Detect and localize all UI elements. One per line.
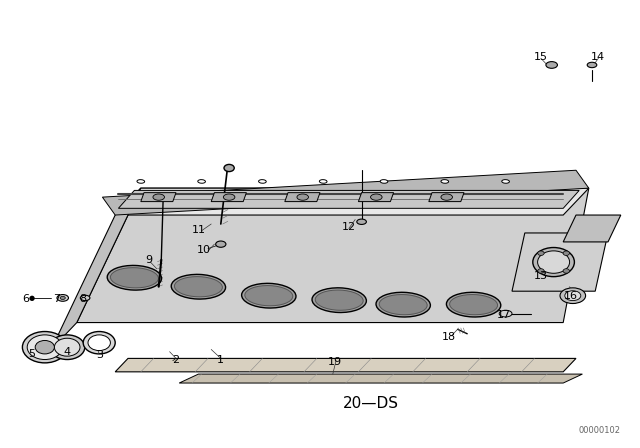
- Ellipse shape: [380, 180, 388, 183]
- Polygon shape: [211, 193, 246, 202]
- Ellipse shape: [57, 295, 68, 302]
- Polygon shape: [115, 188, 589, 215]
- Ellipse shape: [447, 292, 500, 317]
- Ellipse shape: [441, 194, 452, 200]
- Ellipse shape: [223, 194, 235, 200]
- Ellipse shape: [83, 332, 115, 354]
- Text: 13: 13: [534, 271, 548, 280]
- Ellipse shape: [35, 340, 54, 354]
- Polygon shape: [512, 233, 608, 291]
- Ellipse shape: [538, 251, 570, 273]
- Polygon shape: [102, 170, 589, 215]
- Ellipse shape: [153, 194, 164, 200]
- Text: 17: 17: [497, 310, 511, 320]
- Ellipse shape: [376, 292, 430, 317]
- Ellipse shape: [380, 294, 427, 315]
- Text: 00000102: 00000102: [579, 426, 621, 435]
- Text: 3: 3: [96, 350, 102, 360]
- Ellipse shape: [371, 194, 382, 200]
- Ellipse shape: [441, 180, 449, 183]
- Ellipse shape: [499, 310, 512, 317]
- Text: 4: 4: [63, 347, 71, 357]
- Ellipse shape: [22, 332, 67, 363]
- Ellipse shape: [224, 164, 234, 172]
- Ellipse shape: [172, 274, 225, 299]
- Circle shape: [563, 269, 570, 273]
- Circle shape: [563, 251, 570, 255]
- Text: 8: 8: [79, 294, 87, 304]
- Text: 7: 7: [52, 294, 60, 304]
- Ellipse shape: [319, 180, 327, 183]
- Circle shape: [538, 269, 544, 273]
- Text: 16: 16: [564, 291, 578, 301]
- Ellipse shape: [502, 180, 509, 183]
- Ellipse shape: [28, 335, 63, 359]
- Text: 9: 9: [145, 255, 153, 265]
- Polygon shape: [51, 188, 141, 349]
- Ellipse shape: [312, 288, 366, 313]
- Ellipse shape: [533, 247, 575, 277]
- Ellipse shape: [175, 276, 222, 297]
- Text: 12: 12: [342, 222, 356, 232]
- Polygon shape: [179, 374, 582, 383]
- Ellipse shape: [588, 62, 596, 68]
- Ellipse shape: [216, 241, 226, 247]
- Polygon shape: [358, 193, 394, 202]
- Ellipse shape: [242, 283, 296, 308]
- Polygon shape: [141, 193, 176, 202]
- Ellipse shape: [297, 194, 308, 200]
- Ellipse shape: [137, 180, 145, 183]
- Ellipse shape: [564, 291, 581, 301]
- Ellipse shape: [60, 297, 65, 300]
- Text: 10: 10: [196, 245, 211, 254]
- Ellipse shape: [198, 180, 205, 183]
- Ellipse shape: [560, 288, 586, 304]
- Ellipse shape: [259, 180, 266, 183]
- Text: 1: 1: [218, 355, 224, 365]
- Ellipse shape: [111, 267, 158, 288]
- Text: 5: 5: [29, 349, 35, 359]
- Text: 15: 15: [534, 52, 548, 62]
- Ellipse shape: [245, 285, 292, 306]
- Ellipse shape: [316, 290, 363, 310]
- Ellipse shape: [108, 265, 161, 290]
- Polygon shape: [429, 193, 464, 202]
- Ellipse shape: [450, 294, 497, 315]
- Ellipse shape: [88, 335, 111, 350]
- Text: 20—DS: 20—DS: [343, 396, 399, 411]
- Text: 19: 19: [328, 357, 342, 366]
- Circle shape: [538, 251, 544, 255]
- Text: 2: 2: [172, 355, 180, 365]
- Polygon shape: [77, 188, 589, 323]
- Ellipse shape: [81, 295, 90, 301]
- Ellipse shape: [54, 338, 80, 356]
- Text: 18: 18: [442, 332, 456, 342]
- Polygon shape: [563, 215, 621, 242]
- Polygon shape: [285, 193, 320, 202]
- Text: 6: 6: [23, 294, 29, 304]
- Text: ●: ●: [29, 295, 35, 301]
- Text: 11: 11: [191, 225, 205, 235]
- Polygon shape: [115, 358, 576, 372]
- Text: 14: 14: [591, 52, 605, 62]
- Polygon shape: [118, 190, 579, 208]
- Ellipse shape: [357, 219, 367, 224]
- Ellipse shape: [546, 62, 557, 69]
- Ellipse shape: [50, 335, 85, 359]
